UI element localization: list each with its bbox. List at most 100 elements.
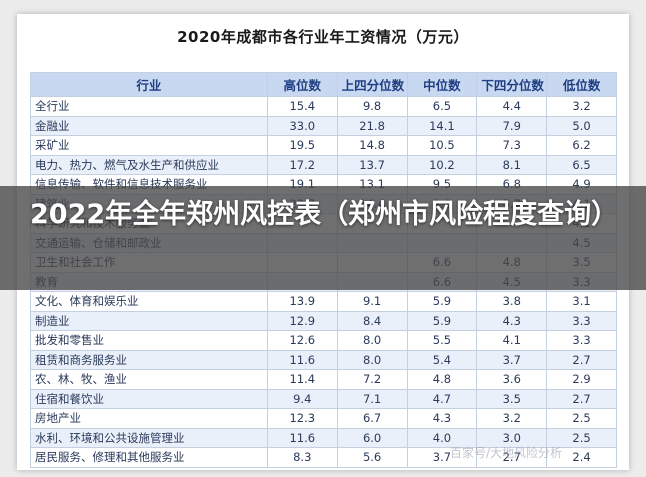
value-cell: 2.7 — [546, 388, 617, 409]
value-cell: 3.6 — [476, 369, 548, 390]
table-row: 全行业 15.4 9.8 6.5 4.4 3.2 — [30, 96, 617, 117]
value-cell: 5.5 — [406, 330, 478, 351]
value-cell: 10.5 — [406, 135, 478, 156]
industry-cell: 租赁和商务服务业 — [30, 349, 268, 370]
value-cell: 21.8 — [336, 115, 408, 136]
value-cell: 12.9 — [266, 310, 338, 331]
banner-title: 2022年全年郑州风控表（郑州市风险程度查询） — [30, 199, 619, 230]
value-cell: 3.0 — [476, 427, 548, 448]
value-cell: 2.7 — [546, 349, 617, 370]
value-cell: 3.5 — [476, 388, 548, 409]
industry-cell: 采矿业 — [30, 135, 268, 156]
overlay-banner — [0, 186, 646, 290]
industry-cell: 农、林、牧、渔业 — [30, 369, 268, 390]
table-row: 农、林、牧、渔业 11.4 7.2 4.8 3.6 2.9 — [30, 369, 617, 390]
value-cell: 2.7 — [476, 447, 548, 468]
value-cell: 3.3 — [546, 310, 617, 331]
table-row: 制造业 12.9 8.4 5.9 4.3 3.3 — [30, 310, 617, 331]
value-cell: 3.3 — [546, 330, 617, 351]
value-cell: 2.9 — [546, 369, 617, 390]
industry-cell: 住宿和餐饮业 — [30, 388, 268, 409]
table-row: 采矿业 19.5 14.8 10.5 7.3 6.2 — [30, 135, 617, 156]
value-cell: 8.4 — [336, 310, 408, 331]
value-cell: 2.5 — [546, 408, 617, 429]
value-cell: 14.1 — [406, 115, 478, 136]
table-header-row: 行业 高位数 上四分位数 中位数 下四分位数 低位数 — [30, 72, 617, 97]
industry-cell: 文化、体育和娱乐业 — [30, 291, 268, 312]
industry-cell: 制造业 — [30, 310, 268, 331]
column-header: 上四分位数 — [336, 72, 408, 97]
table-row: 居民服务、修理和其他服务业 8.3 5.6 3.7 2.7 2.4 — [30, 447, 617, 468]
table-row: 金融业 33.0 21.8 14.1 7.9 5.0 — [30, 115, 617, 136]
value-cell: 5.4 — [406, 349, 478, 370]
value-cell: 3.7 — [476, 349, 548, 370]
value-cell: 10.2 — [406, 154, 478, 175]
value-cell: 4.1 — [476, 330, 548, 351]
value-cell: 4.7 — [406, 388, 478, 409]
value-cell: 11.6 — [266, 427, 338, 448]
column-header: 高位数 — [266, 72, 338, 97]
value-cell: 14.8 — [336, 135, 408, 156]
industry-cell: 全行业 — [30, 96, 268, 117]
table-title: 2020年成都市各行业年工资情况（万元） — [177, 28, 469, 46]
value-cell: 12.3 — [266, 408, 338, 429]
value-cell: 4.3 — [476, 310, 548, 331]
value-cell: 6.7 — [336, 408, 408, 429]
value-cell: 9.4 — [266, 388, 338, 409]
value-cell: 4.3 — [406, 408, 478, 429]
value-cell: 7.1 — [336, 388, 408, 409]
table-row: 批发和零售业 12.6 8.0 5.5 4.1 3.3 — [30, 330, 617, 351]
value-cell: 12.6 — [266, 330, 338, 351]
watermark-text: 百家号/大地风险分析 — [450, 446, 563, 460]
value-cell: 11.6 — [266, 349, 338, 370]
value-cell: 17.2 — [266, 154, 338, 175]
value-cell: 5.9 — [406, 310, 478, 331]
value-cell: 9.8 — [336, 96, 408, 117]
table-row: 电力、热力、燃气及水生产和供应业 17.2 13.7 10.2 8.1 6.5 — [30, 154, 617, 175]
table-row: 住宿和餐饮业 9.4 7.1 4.7 3.5 2.7 — [30, 388, 617, 409]
value-cell: 6.2 — [546, 135, 617, 156]
value-cell: 3.2 — [476, 408, 548, 429]
value-cell: 6.5 — [406, 96, 478, 117]
column-header: 行业 — [30, 72, 268, 97]
value-cell: 3.1 — [546, 291, 617, 312]
value-cell: 8.1 — [476, 154, 548, 175]
value-cell: 3.8 — [476, 291, 548, 312]
table-row: 房地产业 12.3 6.7 4.3 3.2 2.5 — [30, 408, 617, 429]
table-row: 文化、体育和娱乐业 13.9 9.1 5.9 3.8 3.1 — [30, 291, 617, 312]
column-header: 低位数 — [546, 72, 617, 97]
value-cell: 5.0 — [546, 115, 617, 136]
value-cell: 7.9 — [476, 115, 548, 136]
column-header: 下四分位数 — [476, 72, 548, 97]
table-row: 水利、环境和公共设施管理业 11.6 6.0 4.0 3.0 2.5 — [30, 427, 617, 448]
industry-cell: 水利、环境和公共设施管理业 — [30, 427, 268, 448]
value-cell: 5.6 — [336, 447, 408, 468]
value-cell: 6.0 — [336, 427, 408, 448]
value-cell: 9.1 — [336, 291, 408, 312]
value-cell: 7.3 — [476, 135, 548, 156]
column-header: 中位数 — [406, 72, 478, 97]
value-cell: 11.4 — [266, 369, 338, 390]
value-cell: 8.0 — [336, 349, 408, 370]
industry-cell: 电力、热力、燃气及水生产和供应业 — [30, 154, 268, 175]
table-row: 租赁和商务服务业 11.6 8.0 5.4 3.7 2.7 — [30, 349, 617, 370]
value-cell: 7.2 — [336, 369, 408, 390]
industry-cell: 房地产业 — [30, 408, 268, 429]
value-cell: 3.2 — [546, 96, 617, 117]
industry-cell: 居民服务、修理和其他服务业 — [30, 447, 268, 468]
value-cell: 6.5 — [546, 154, 617, 175]
value-cell: 13.9 — [266, 291, 338, 312]
value-cell: 19.5 — [266, 135, 338, 156]
value-cell: 8.0 — [336, 330, 408, 351]
industry-cell: 金融业 — [30, 115, 268, 136]
value-cell: 4.4 — [476, 96, 548, 117]
value-cell: 5.9 — [406, 291, 478, 312]
value-cell: 2.4 — [546, 447, 617, 468]
value-cell: 3.7 — [406, 447, 478, 468]
value-cell: 8.3 — [266, 447, 338, 468]
value-cell: 4.8 — [406, 369, 478, 390]
value-cell: 13.7 — [336, 154, 408, 175]
value-cell: 33.0 — [266, 115, 338, 136]
value-cell: 15.4 — [266, 96, 338, 117]
industry-cell: 批发和零售业 — [30, 330, 268, 351]
